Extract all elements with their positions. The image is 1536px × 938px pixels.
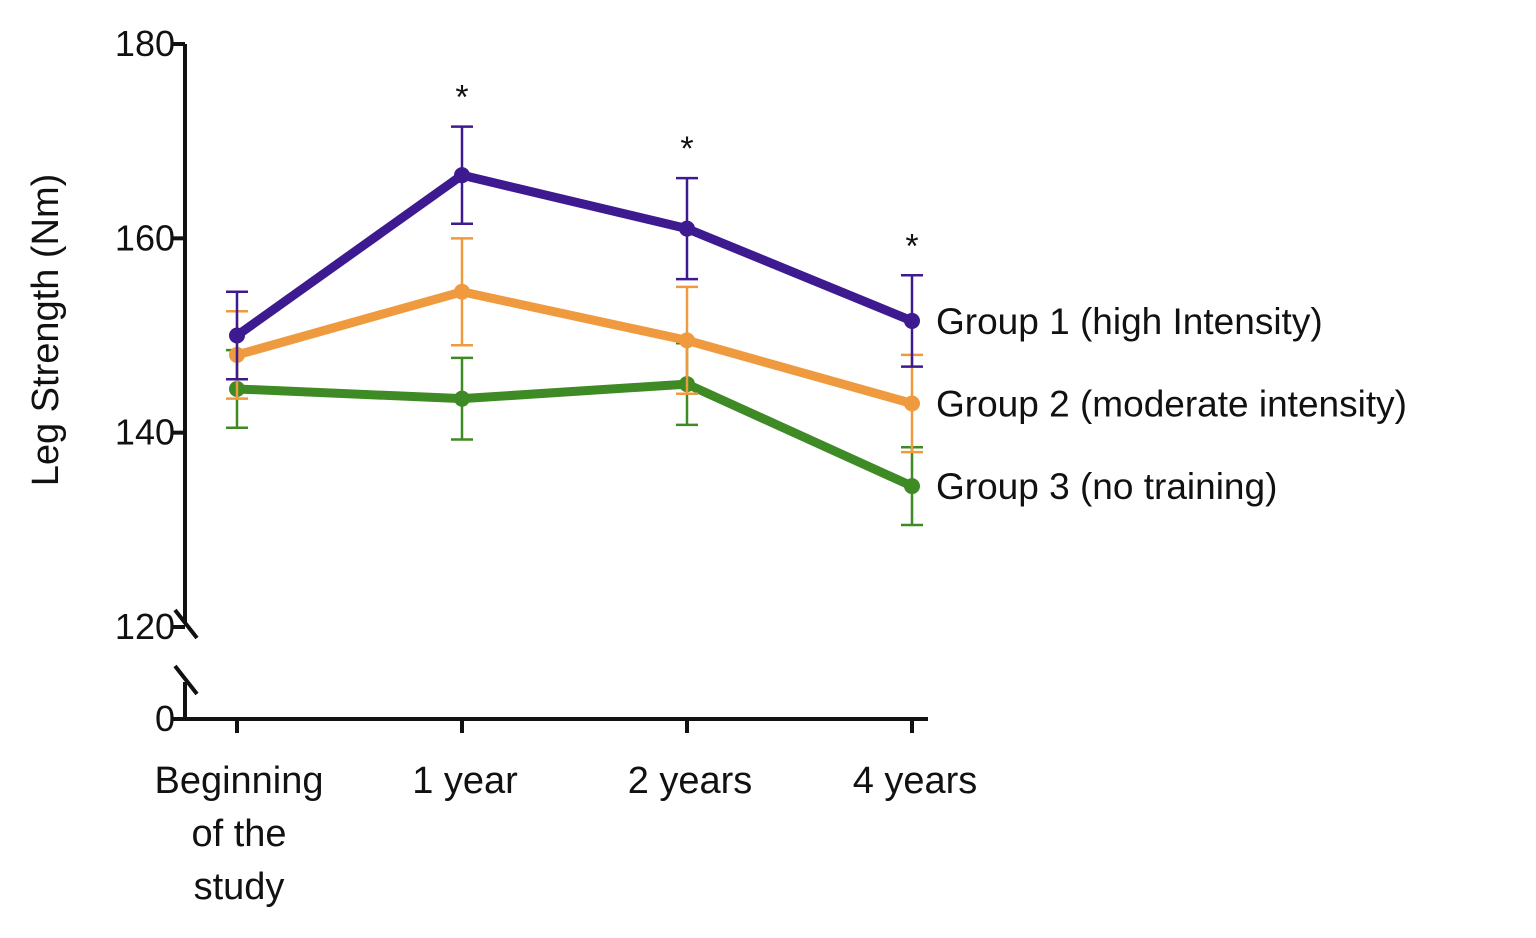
x-tick-label: 4 years <box>853 760 978 802</box>
series-1 <box>226 125 923 381</box>
y-axis-break-mark <box>173 664 199 696</box>
data-point <box>904 312 920 329</box>
data-point <box>904 478 920 495</box>
x-tick-label: 2 years <box>628 760 753 802</box>
data-point <box>904 395 920 412</box>
series-label: Group 2 (moderate intensity) <box>936 384 1407 425</box>
x-tick-label: of the <box>191 813 286 855</box>
x-tick-label: 1 year <box>412 760 518 802</box>
series-line <box>232 170 917 340</box>
series-layer <box>226 125 923 527</box>
x-tick-label: study <box>194 866 285 908</box>
y-axis-break-mark <box>173 608 199 640</box>
series-label: Group 1 (high Intensity) <box>936 301 1323 342</box>
series-line <box>232 287 917 409</box>
series-label: Group 3 (no training) <box>936 466 1277 507</box>
significance-marker: * <box>905 227 918 265</box>
series-2 <box>226 237 923 454</box>
significance-marker: * <box>455 79 468 117</box>
x-tick-label: Beginning <box>154 760 323 802</box>
data-point <box>454 167 470 184</box>
y-tick-label: 0 <box>155 698 175 739</box>
data-point <box>454 390 470 407</box>
series-line <box>232 379 917 491</box>
axes <box>171 42 928 733</box>
y-tick-label: 180 <box>115 23 175 64</box>
data-point <box>229 327 245 344</box>
series-3 <box>226 342 923 527</box>
y-axis-title: Leg Strength (Nm) <box>25 174 67 487</box>
y-tick-label: 160 <box>115 217 175 258</box>
data-point <box>679 220 695 237</box>
data-point <box>679 332 695 349</box>
y-tick-label: 140 <box>115 412 175 453</box>
significance-marker: * <box>680 130 693 168</box>
data-point <box>454 283 470 300</box>
labels: 0 120 140 160 180 Beginning of the study 1 year 2… <box>25 23 1407 908</box>
y-tick-label: 120 <box>115 606 175 647</box>
